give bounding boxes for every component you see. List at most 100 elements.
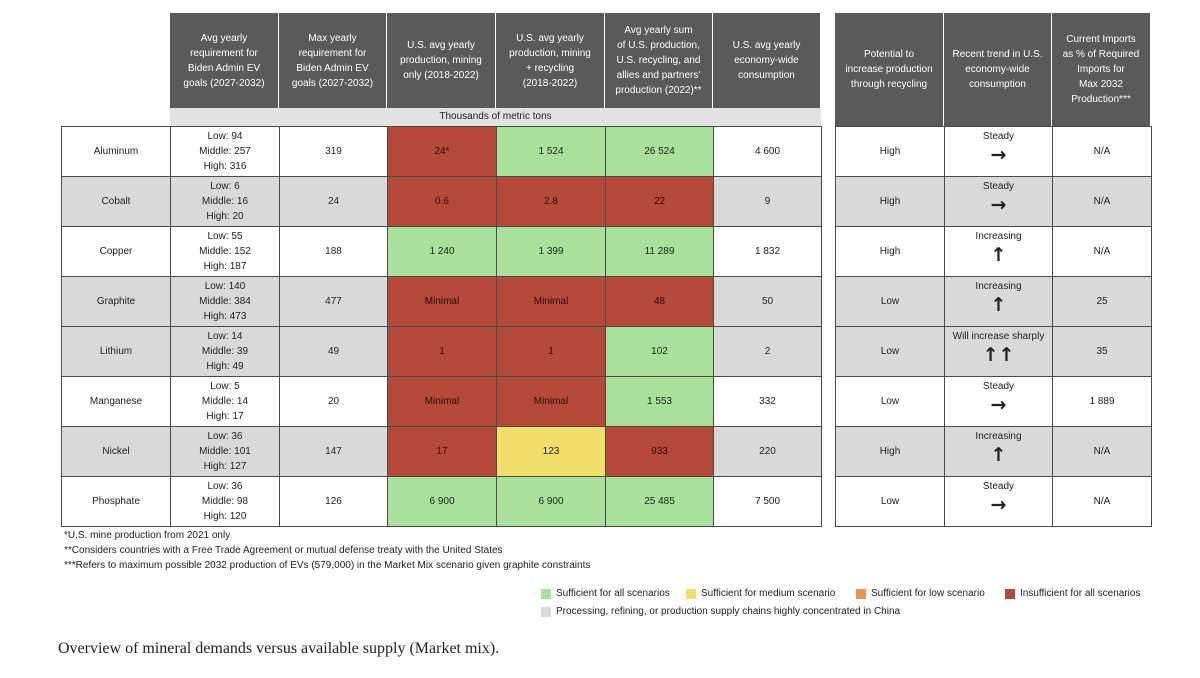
max-requirement-cell: 126 <box>279 476 388 527</box>
max-requirement-cell: 477 <box>279 276 388 327</box>
imports-pct-cell: 1 889 <box>1052 376 1152 427</box>
header-avg-requirement: Avg yearly requirement for Biden Admin E… <box>170 13 279 108</box>
consumption-cell: 50 <box>713 276 822 327</box>
mining-recycling-cell: 1 524 <box>496 126 606 177</box>
max-requirement-cell: 147 <box>279 426 388 477</box>
avg-requirement-cell: Low: 5 Middle: 14 High: 17 <box>170 376 280 427</box>
avg-requirement-cell: Low: 36 Middle: 101 High: 127 <box>170 426 280 477</box>
footnote-2: **Considers countries with a Free Trade … <box>64 545 503 556</box>
trend-label: Steady <box>982 481 1015 492</box>
recycling-potential-cell: High <box>835 426 945 477</box>
mineral-name: Manganese <box>61 376 171 427</box>
header-max-requirement: Max yearly requirement for Biden Admin E… <box>279 13 387 108</box>
arrow-right-icon: → <box>990 194 1007 216</box>
consumption-trend-cell: Increasing ↑ <box>944 276 1053 327</box>
mineral-name: Phosphate <box>61 476 171 527</box>
avg-requirement-cell: Low: 55 Middle: 152 High: 187 <box>170 226 280 277</box>
trend-label: Increasing <box>975 281 1022 292</box>
footnote-3: ***Refers to maximum possible 2032 produ… <box>64 560 591 571</box>
header-imports-pct: Current Imports as % of Required Imports… <box>1052 13 1151 126</box>
mining-only-cell: 1 <box>387 326 497 377</box>
legend-swatch <box>686 588 696 599</box>
recycling-potential-cell: Low <box>835 476 945 527</box>
recycling-potential-cell: Low <box>835 326 945 377</box>
allies-production-cell: 25 485 <box>605 476 714 527</box>
mining-only-cell: 6 900 <box>387 476 497 527</box>
arrow-up-icon: ↑ <box>990 444 1007 466</box>
consumption-trend-cell: Increasing ↑ <box>944 426 1053 477</box>
mineral-name: Copper <box>61 226 171 277</box>
units-label: Thousands of metric tons <box>170 108 821 126</box>
allies-production-cell: 1 553 <box>605 376 714 427</box>
legend-label: Sufficient for low scenario <box>871 588 985 599</box>
consumption-trend-cell: Steady → <box>944 476 1053 527</box>
mining-recycling-cell: 6 900 <box>496 476 606 527</box>
mining-recycling-cell: 123 <box>496 426 606 477</box>
legend-item-sufficient-medium: Sufficient for medium scenario <box>686 588 835 599</box>
trend-label: Steady <box>982 181 1015 192</box>
mining-recycling-cell: 1 399 <box>496 226 606 277</box>
mining-recycling-cell: 1 <box>496 326 606 377</box>
header-consumption: U.S. avg yearly economy-wide consumption <box>713 13 821 108</box>
imports-pct-cell: 35 <box>1052 326 1152 377</box>
consumption-trend-cell: Steady → <box>944 126 1053 177</box>
trend-label: Increasing <box>975 231 1022 242</box>
mineral-name: Cobalt <box>61 176 171 227</box>
max-requirement-cell: 319 <box>279 126 388 177</box>
legend-item-sufficient-all: Sufficient for all scenarios <box>541 588 670 599</box>
consumption-trend-cell: Steady → <box>944 176 1053 227</box>
recycling-potential-cell: Low <box>835 376 945 427</box>
mining-only-cell: Minimal <box>387 276 497 327</box>
consumption-trend-cell: Increasing ↑ <box>944 226 1053 277</box>
consumption-cell: 9 <box>713 176 822 227</box>
consumption-cell: 7 500 <box>713 476 822 527</box>
legend-label: Sufficient for all scenarios <box>556 588 670 599</box>
arrow-right-icon: → <box>990 494 1007 516</box>
arrow-up-icon: ↑ <box>990 244 1007 266</box>
recycling-potential-cell: Low <box>835 276 945 327</box>
imports-pct-cell: N/A <box>1052 226 1152 277</box>
mineral-name: Aluminum <box>61 126 171 177</box>
mineral-name: Lithium <box>61 326 171 377</box>
trend-label: Increasing <box>975 431 1022 442</box>
imports-pct-cell: N/A <box>1052 426 1152 477</box>
legend-item-sufficient-low: Sufficient for low scenario <box>856 588 985 599</box>
max-requirement-cell: 24 <box>279 176 388 227</box>
avg-requirement-cell: Low: 140 Middle: 384 High: 473 <box>170 276 280 327</box>
trend-label: Steady <box>982 381 1015 392</box>
recycling-potential-cell: High <box>835 126 945 177</box>
allies-production-cell: 26 524 <box>605 126 714 177</box>
legend-label: Insufficient for all scenarios <box>1020 588 1141 599</box>
mining-only-cell: 17 <box>387 426 497 477</box>
mining-recycling-cell: Minimal <box>496 276 606 327</box>
arrow-right-icon: → <box>990 144 1007 166</box>
avg-requirement-cell: Low: 36 Middle: 98 High: 120 <box>170 476 280 527</box>
legend-item-china: Processing, refining, or production supp… <box>541 606 900 617</box>
header-recycling-potential: Potential to increase production through… <box>835 13 944 126</box>
avg-requirement-cell: Low: 6 Middle: 16 High: 20 <box>170 176 280 227</box>
arrow-up-icon: ↑ <box>990 294 1007 316</box>
consumption-trend-cell: Will increase sharply ↑↑ <box>944 326 1053 377</box>
trend-label: Steady <box>982 131 1015 142</box>
header-mining-only: U.S. avg yearly production, mining only … <box>387 13 496 108</box>
allies-production-cell: 48 <box>605 276 714 327</box>
consumption-cell: 2 <box>713 326 822 377</box>
max-requirement-cell: 188 <box>279 226 388 277</box>
legend-item-insufficient: Insufficient for all scenarios <box>1005 588 1140 599</box>
avg-requirement-cell: Low: 14 Middle: 39 High: 49 <box>170 326 280 377</box>
allies-production-cell: 11 289 <box>605 226 714 277</box>
legend-label: Sufficient for medium scenario <box>701 588 836 599</box>
mining-only-cell: 24* <box>387 126 497 177</box>
avg-requirement-cell: Low: 94 Middle: 257 High: 316 <box>170 126 280 177</box>
consumption-cell: 332 <box>713 376 822 427</box>
legend-swatch <box>1005 588 1015 599</box>
recycling-potential-cell: High <box>835 176 945 227</box>
imports-pct-cell: N/A <box>1052 476 1152 527</box>
imports-pct-cell: N/A <box>1052 176 1152 227</box>
footnote-1: *U.S. mine production from 2021 only <box>64 530 231 541</box>
imports-pct-cell: N/A <box>1052 126 1152 177</box>
double-arrow-up-icon: ↑↑ <box>982 344 1015 366</box>
legend-swatch <box>541 606 551 617</box>
consumption-cell: 220 <box>713 426 822 477</box>
